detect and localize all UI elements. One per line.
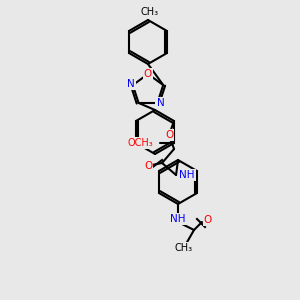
Text: NH: NH bbox=[170, 214, 186, 224]
Text: CH₃: CH₃ bbox=[175, 243, 193, 253]
Text: NH: NH bbox=[179, 170, 195, 180]
Text: O: O bbox=[204, 215, 212, 225]
Text: O: O bbox=[144, 161, 152, 171]
Text: OCH₃: OCH₃ bbox=[127, 138, 153, 148]
Text: O: O bbox=[165, 130, 173, 140]
Text: N: N bbox=[127, 79, 135, 89]
Text: N: N bbox=[157, 98, 164, 108]
Text: CH₃: CH₃ bbox=[141, 7, 159, 17]
Text: O: O bbox=[144, 69, 152, 79]
